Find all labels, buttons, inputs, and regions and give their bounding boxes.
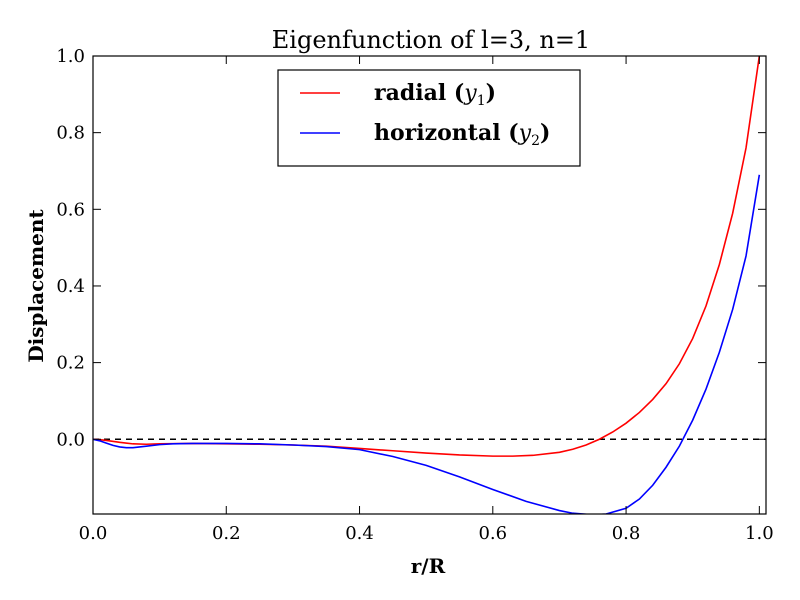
- axis-ticks: 0.0 0.2 0.4 0.6 0.8 1.0 0.0 0.2 0.4 0.6 0.8 1.0: [56, 46, 773, 544]
- legend: radial (y1) horizontal (y2): [277, 69, 581, 167]
- x-tick-label: 1.0: [745, 523, 774, 544]
- x-tick-label: 0.2: [212, 523, 241, 544]
- x-tick-label: 0.4: [345, 523, 374, 544]
- y-axis-label: Displacement: [24, 209, 48, 363]
- y-tick-label: 0.6: [56, 199, 85, 220]
- x-axis-label: r/R: [411, 554, 446, 578]
- plot-area: [92, 55, 767, 515]
- legend-label-radial: radial (y1): [374, 80, 496, 109]
- series-line-radial: [93, 56, 761, 457]
- legend-label-horizontal: horizontal (y2): [374, 120, 550, 149]
- x-tick-label: 0.8: [612, 523, 641, 544]
- y-tick-label: 0.2: [56, 353, 85, 374]
- x-tick-label: 0.0: [79, 523, 108, 544]
- legend-box: [277, 69, 581, 167]
- y-tick-label: 1.0: [56, 46, 85, 67]
- series-line-horizontal: [93, 174, 761, 514]
- y-tick-label: 0.0: [56, 429, 85, 450]
- y-tick-label: 0.4: [56, 276, 85, 297]
- chart-title: Eigenfunction of l=3, n=1: [272, 26, 590, 54]
- x-tick-label: 0.6: [478, 523, 507, 544]
- y-tick-label: 0.8: [56, 123, 85, 144]
- plot-frame: [92, 55, 767, 515]
